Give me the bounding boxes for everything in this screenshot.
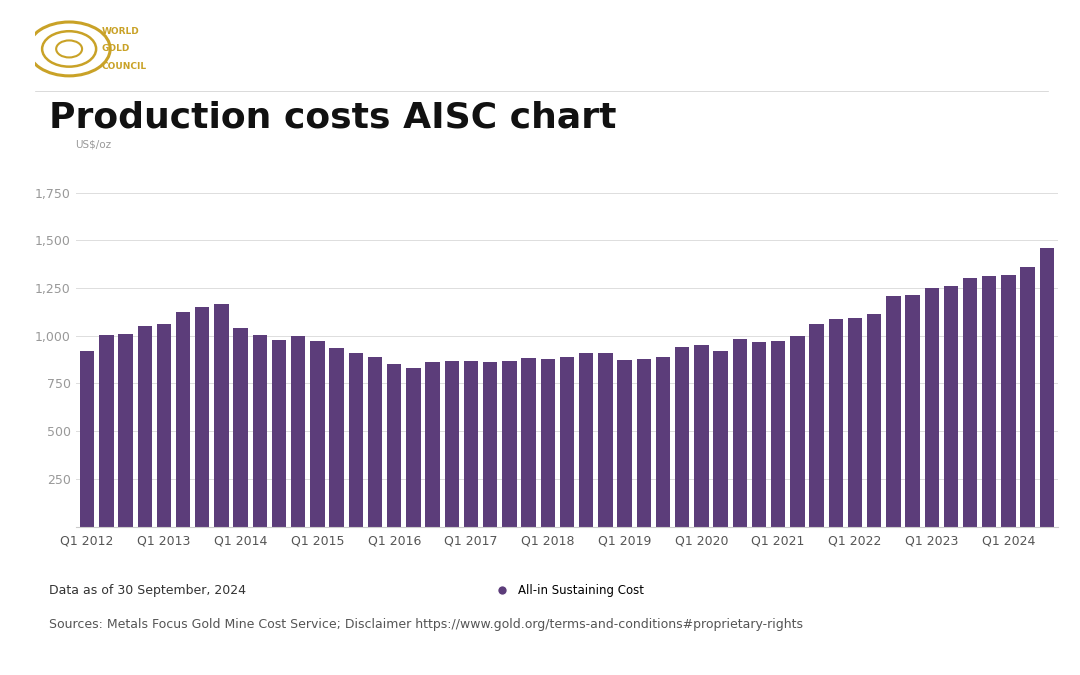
Text: Data as of 30 September, 2024: Data as of 30 September, 2024 xyxy=(49,585,245,597)
Bar xyxy=(233,328,248,526)
Bar xyxy=(1040,248,1054,526)
Bar xyxy=(214,304,229,526)
Bar xyxy=(886,296,901,526)
Bar xyxy=(292,335,306,526)
Bar xyxy=(809,324,824,526)
Bar xyxy=(675,347,689,526)
Bar xyxy=(119,334,133,526)
Bar xyxy=(579,353,593,526)
Bar xyxy=(656,356,671,526)
Bar xyxy=(714,351,728,526)
Bar xyxy=(349,353,363,526)
Text: Sources: Metals Focus Gold Mine Cost Service; Disclaimer https://www.gold.org/te: Sources: Metals Focus Gold Mine Cost Ser… xyxy=(49,618,802,631)
Bar xyxy=(559,356,575,526)
Bar xyxy=(368,356,382,526)
Bar xyxy=(771,342,785,526)
Bar xyxy=(463,361,478,526)
Bar xyxy=(944,286,958,526)
Bar xyxy=(752,342,766,526)
Bar xyxy=(541,358,555,526)
Bar xyxy=(618,360,632,526)
Legend: All-in Sustaining Cost: All-in Sustaining Cost xyxy=(485,579,649,601)
Text: Production costs AISC chart: Production costs AISC chart xyxy=(49,101,616,135)
Bar xyxy=(791,335,805,526)
Bar xyxy=(848,317,862,526)
Bar xyxy=(253,335,267,526)
Text: WORLD: WORLD xyxy=(102,27,139,36)
Bar xyxy=(176,312,190,526)
Bar xyxy=(636,358,651,526)
Bar xyxy=(310,342,325,526)
Text: GOLD: GOLD xyxy=(102,45,130,53)
Bar xyxy=(828,319,842,526)
Bar xyxy=(867,314,881,526)
Bar xyxy=(982,275,997,526)
Bar xyxy=(732,339,747,526)
Bar xyxy=(445,361,459,526)
Bar xyxy=(99,335,113,526)
Text: US$/oz: US$/oz xyxy=(76,139,111,149)
Bar xyxy=(406,368,420,526)
Bar xyxy=(272,340,286,526)
Bar xyxy=(387,364,402,526)
Bar xyxy=(694,345,708,526)
Bar xyxy=(426,362,440,526)
Bar xyxy=(924,288,939,526)
Bar xyxy=(598,353,612,526)
Bar xyxy=(963,279,977,526)
Bar xyxy=(905,295,920,526)
Bar xyxy=(137,326,152,526)
Bar xyxy=(483,362,498,526)
Text: COUNCIL: COUNCIL xyxy=(102,62,147,71)
Bar xyxy=(1021,267,1035,526)
Bar xyxy=(80,351,94,526)
Bar xyxy=(502,360,516,526)
Bar xyxy=(195,307,210,526)
Bar xyxy=(157,324,171,526)
Bar xyxy=(1001,275,1015,526)
Bar xyxy=(329,348,343,526)
Bar xyxy=(522,358,536,526)
